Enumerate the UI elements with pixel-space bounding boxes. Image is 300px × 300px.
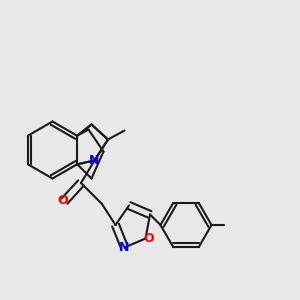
Text: O: O: [143, 232, 154, 245]
Text: O: O: [58, 194, 68, 208]
Text: N: N: [89, 154, 100, 167]
Text: N: N: [119, 241, 130, 254]
